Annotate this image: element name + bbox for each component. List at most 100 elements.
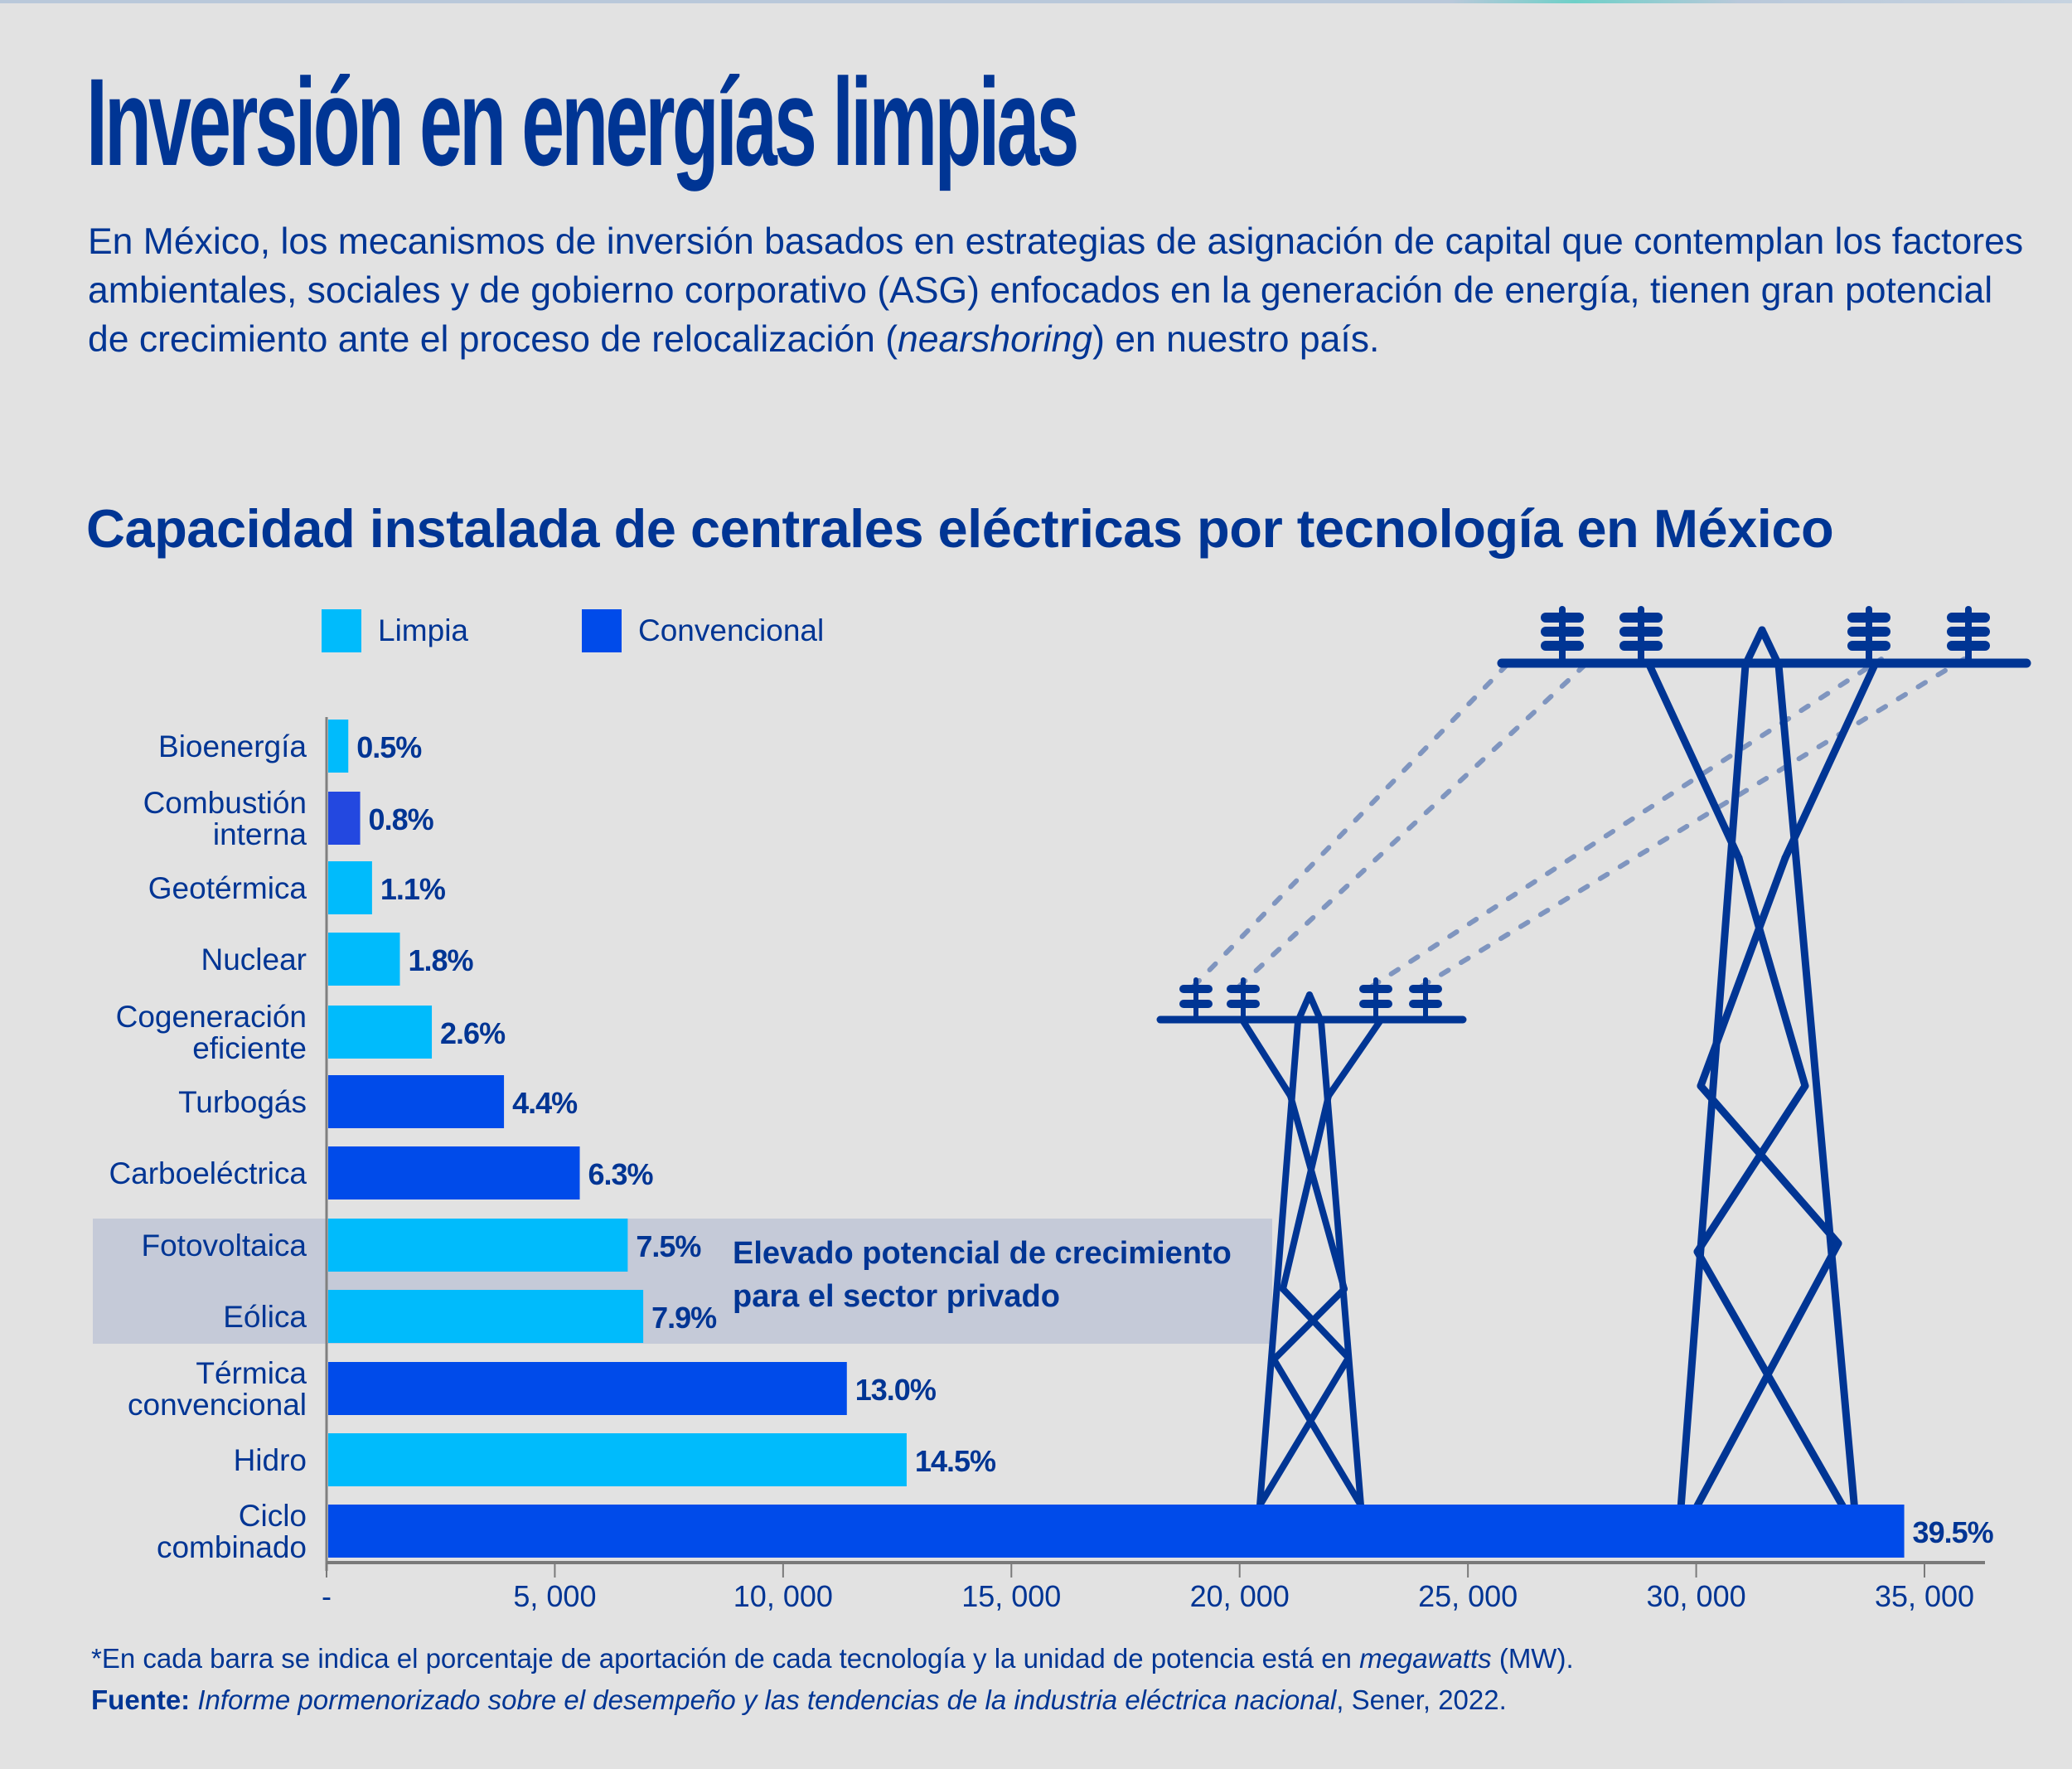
intro-paragraph: En México, los mecanismos de inversión b…	[88, 217, 2036, 364]
small-tower-strut	[1280, 1286, 1352, 1361]
category-label-line: Geotérmica	[148, 871, 307, 905]
bar-combusti-n-interna	[328, 792, 361, 845]
category-label: Nuclear	[201, 944, 307, 976]
category-label-line: interna	[212, 817, 307, 851]
x-tick-label: 10, 000	[733, 1579, 833, 1613]
legend-swatch-limpia	[322, 609, 361, 652]
big-tower-strut	[1697, 854, 1789, 1090]
noop	[1687, 1451, 1703, 1692]
x-tick-label: 25, 000	[1418, 1579, 1518, 1613]
category-label: Geotérmica	[148, 873, 307, 904]
power-line-wire	[1419, 657, 1967, 989]
highlight-band	[93, 1219, 1272, 1344]
category-label-line: convencional	[128, 1388, 307, 1422]
big-tower-strut	[1693, 1248, 1861, 1534]
transmission-towers-illustration	[1156, 606, 2031, 1692]
bar-carboel-ctrica	[328, 1146, 580, 1200]
value-label: 1.1%	[380, 872, 446, 906]
bar-geot-rmica	[328, 861, 372, 914]
bars-group	[328, 720, 1905, 1558]
small-tower-strut	[1287, 1093, 1348, 1292]
big-tower-strut	[1774, 661, 1861, 1534]
source-note: Fuente: Informe pormenorizado sobre el d…	[91, 1679, 1507, 1721]
bar-cogeneraci-n-eficiente	[328, 1006, 433, 1059]
category-label-line: Eólica	[223, 1300, 307, 1334]
bar-ciclo-combinado	[328, 1505, 1905, 1558]
x-tick-label: 35, 000	[1874, 1579, 1975, 1613]
source-rest: , Sener, 2022.	[1336, 1684, 1507, 1715]
legend-swatch-convencional	[582, 609, 622, 652]
value-label: 13.0%	[854, 1373, 937, 1407]
small-tower-strut	[1306, 991, 1324, 1025]
category-label-line: Ciclo	[238, 1499, 307, 1533]
intro-text-1: En México, los mecanismos de inversión b…	[88, 221, 2024, 360]
value-label: 6.3%	[588, 1157, 654, 1191]
small-tower-strut	[1325, 1018, 1383, 1099]
x-tick-label: 15, 000	[961, 1579, 1062, 1613]
x-tick-label: 5, 000	[513, 1579, 597, 1613]
power-line-wire	[1369, 657, 1884, 989]
bar-hidro	[328, 1433, 907, 1486]
category-label-line: Bioenergía	[158, 729, 307, 763]
value-label: 14.5%	[914, 1444, 996, 1478]
big-tower-strut	[1741, 626, 1766, 669]
bar-fotovoltaica	[328, 1219, 628, 1272]
x-tick-label: 30, 000	[1646, 1579, 1746, 1613]
value-label: 0.8%	[368, 802, 434, 836]
category-label-line: Cogeneración	[115, 1000, 307, 1034]
big-tower-strut	[1735, 854, 1809, 1090]
x-tick-label: -	[322, 1579, 332, 1613]
value-label: 0.5%	[356, 730, 422, 764]
category-label: Hidro	[234, 1445, 307, 1476]
bar-t-rmica-convencional	[328, 1362, 847, 1415]
category-label: Ciclo combinado	[157, 1500, 307, 1563]
annotation-line-2: para el sector privado	[733, 1279, 1060, 1314]
value-label: 1.8%	[408, 943, 473, 977]
category-label: Bioenergía	[158, 731, 307, 763]
category-label-line: Hidro	[233, 1443, 307, 1477]
footnote-text-megawatts: megawatts	[1359, 1643, 1492, 1674]
big-tower-strut	[1645, 661, 1743, 862]
annotation-text: Elevado potencial de crecimiento para el…	[733, 1232, 1232, 1318]
value-label: 7.5%	[636, 1229, 701, 1263]
chart-title: Capacidad instalada de centrales eléctri…	[86, 498, 1834, 559]
big-tower-strut	[1781, 661, 1879, 862]
category-label: Eólica	[223, 1301, 307, 1333]
category-label-line: Nuclear	[201, 943, 307, 977]
bar-e-lica	[328, 1290, 644, 1343]
category-label-line: Turbogás	[178, 1085, 307, 1119]
axes-group	[325, 717, 1985, 1578]
category-label-line: combinado	[156, 1530, 307, 1564]
bar-nuclear	[328, 933, 400, 986]
small-tower-strut	[1256, 1355, 1352, 1509]
footnote-text-1: *En cada barra se indica el porcentaje d…	[91, 1643, 1360, 1674]
category-label-line: Combustión	[143, 786, 307, 820]
small-tower-strut	[1295, 991, 1313, 1025]
value-label: 4.4%	[512, 1086, 578, 1120]
source-label: Fuente:	[91, 1684, 191, 1715]
intro-text-2: ) en nuestro país.	[1092, 319, 1380, 360]
category-label: Térmica convencional	[128, 1358, 307, 1421]
legend-item-convencional: Convencional	[582, 609, 824, 652]
category-label-line: Térmica	[196, 1356, 307, 1390]
category-label: Carboeléctrica	[109, 1158, 307, 1190]
category-label: Fotovoltaica	[142, 1230, 307, 1262]
legend-label-limpia: Limpia	[378, 613, 468, 647]
small-tower-strut	[1271, 1286, 1348, 1363]
value-label: 39.5%	[1912, 1515, 1994, 1549]
x-tick-label: 20, 000	[1189, 1579, 1290, 1613]
big-tower-strut	[1697, 1082, 1842, 1248]
big-tower-strut	[1693, 1082, 1809, 1256]
legend-label-convencional: Convencional	[638, 613, 825, 647]
footnote: *En cada barra se indica el porcentaje d…	[91, 1638, 1574, 1679]
bar-turbog-s	[328, 1075, 505, 1128]
category-label-line: Carboeléctrica	[109, 1156, 307, 1190]
legend-item-limpia: Limpia	[322, 609, 468, 652]
category-label: Turbogás	[178, 1087, 307, 1118]
value-label: 2.6%	[440, 1016, 506, 1050]
small-tower-strut	[1240, 1018, 1294, 1099]
intro-text-nearshoring: nearshoring	[898, 319, 1093, 360]
bar-bioenerg-a	[328, 720, 349, 773]
value-label: 7.9%	[651, 1301, 717, 1335]
